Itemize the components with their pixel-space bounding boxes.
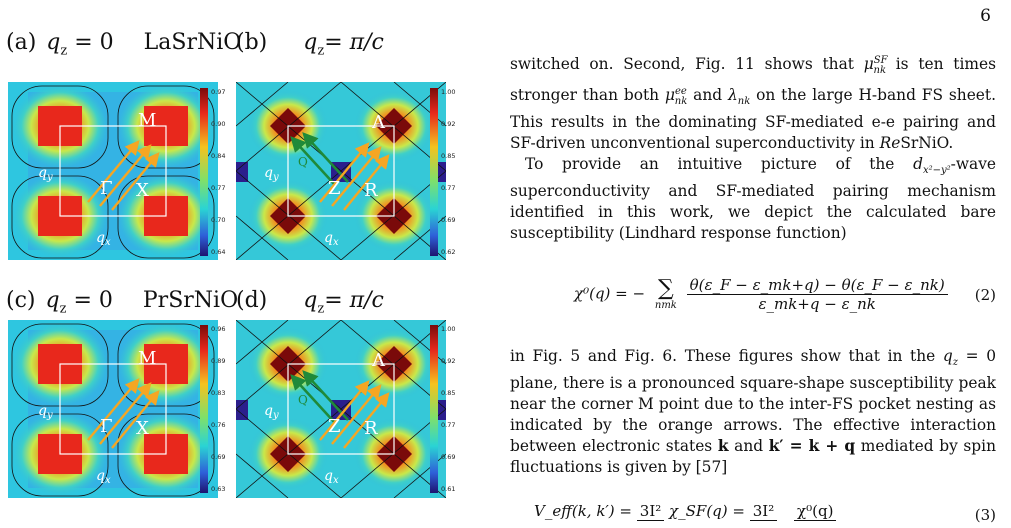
panel-a-map: M Γ X qy qx (8, 82, 218, 260)
qx-label: qx (96, 230, 111, 248)
colorbar-tick-label: 1.00 (441, 325, 456, 333)
colorbar-b (430, 88, 438, 256)
point-x-label: X (136, 418, 149, 439)
qx-label: qx (96, 468, 111, 486)
colorbar-tick-label: 0.77 (211, 184, 226, 192)
point-a-label: A (371, 112, 386, 133)
point-z-label: Z (328, 416, 341, 437)
qx-label: qx (324, 468, 339, 486)
qy-label: qy (264, 403, 279, 421)
panel-d-label: (d) qz= π/c (236, 288, 384, 317)
colorbar-tick-label: 0.90 (211, 120, 226, 128)
paragraph-3-block: in Fig. 5 and Fig. 6. These figures show… (510, 346, 996, 478)
paragraph-1: switched on. Second, Fig. 11 shows that … (510, 55, 996, 153)
point-r-label: R (364, 418, 378, 439)
panel-c-map: M Γ X qy qx (8, 320, 218, 498)
colorbar-tick-label: 0.69 (441, 216, 456, 224)
colorbar-tick-label: 0.69 (441, 453, 456, 461)
colorbar-tick-label: 0.89 (211, 357, 226, 365)
point-z-label: Z (328, 178, 341, 199)
panel-a-label: (a) qz = 0 LaSrNiO (6, 30, 242, 59)
qx-label: qx (324, 230, 339, 248)
colorbar-tick-label: 0.63 (211, 485, 226, 493)
colorbar-tick-label: 0.97 (211, 88, 226, 96)
colorbar-tick-label: 0.84 (211, 152, 226, 160)
point-m-label: M (138, 110, 156, 131)
panel-b-label: (b) qz= π/c (236, 30, 384, 59)
qy-label: qy (38, 403, 53, 421)
panel-d-map: A Z R Q qy qx (236, 320, 446, 498)
colorbar-tick-label: 1.00 (441, 88, 456, 96)
equation-3: V_eff(k, k′) = 3I² χ_SF(q) = 3I² χ⁰(q) (… (534, 502, 996, 524)
colorbar-tick-label: 0.61 (441, 485, 456, 493)
colorbar-a (200, 88, 208, 256)
panel-c-label: (c) qz = 0 PrSrNiO (6, 288, 239, 317)
point-q-label: Q (298, 393, 308, 407)
colorbar-tick-label: 0.62 (441, 248, 456, 256)
susceptibility-figure: (a) qz = 0 LaSrNiO (b) qz= π/c (c) qz = 0 PrS… (0, 30, 480, 528)
colorbar-c (200, 325, 208, 493)
colorbar-tick-label: 0.69 (211, 453, 226, 461)
colorbar-tick-label: 0.83 (211, 389, 226, 397)
colorbar-tick-label: 0.92 (441, 120, 456, 128)
colorbar-tick-label: 0.96 (211, 325, 226, 333)
colorbar-tick-label: 0.85 (441, 152, 456, 160)
page-number: 6 (980, 6, 991, 26)
point-x-label: X (136, 180, 149, 201)
colorbar-tick-label: 0.77 (441, 184, 456, 192)
colorbar-d (430, 325, 438, 493)
point-r-label: R (364, 180, 378, 201)
qy-label: qy (264, 165, 279, 183)
paragraph-3: in Fig. 5 and Fig. 6. These figures show… (510, 347, 996, 477)
qy-label: qy (38, 165, 53, 183)
colorbar-tick-label: 0.70 (211, 216, 226, 224)
point-q-label: Q (298, 155, 308, 169)
paragraph-2: To provide an intuitive picture of the d… (510, 155, 996, 243)
colorbar-tick-label: 0.92 (441, 357, 456, 365)
point-m-label: M (138, 348, 156, 369)
equation-2: χ⁰(q) = − ∑ nmk θ(ε_F − ε_mk+q) − θ(ε_F −… (574, 276, 996, 313)
point-gamma-label: Γ (100, 178, 113, 199)
colorbar-tick-label: 0.85 (441, 389, 456, 397)
colorbar-tick-label: 0.76 (211, 421, 226, 429)
body-text: switched on. Second, Fig. 11 shows that … (510, 50, 996, 244)
colorbar-tick-label: 0.64 (211, 248, 226, 256)
panel-b-map: A Z R Q qy qx (236, 82, 446, 260)
point-gamma-label: Γ (100, 416, 113, 437)
colorbar-tick-label: 0.77 (441, 421, 456, 429)
point-a-label: A (371, 350, 386, 371)
